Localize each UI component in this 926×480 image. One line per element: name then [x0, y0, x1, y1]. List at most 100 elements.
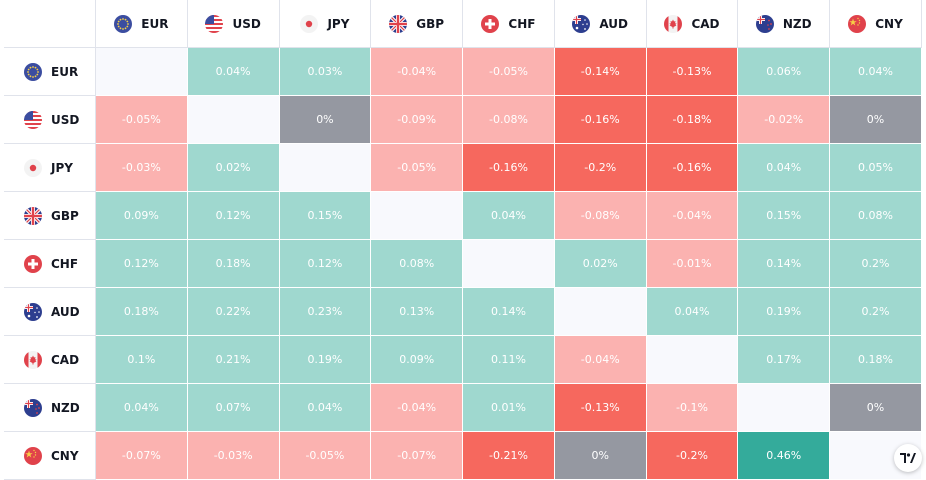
- currency-label: AUD: [51, 305, 80, 319]
- heatmap-cell-cny-chf[interactable]: -0.21%: [463, 432, 555, 480]
- row-header-gbp[interactable]: GBP: [4, 192, 96, 240]
- row-header-jpy[interactable]: JPY: [4, 144, 96, 192]
- heatmap-cell-usd-nzd[interactable]: -0.02%: [738, 96, 830, 144]
- heatmap-cell-usd-chf[interactable]: -0.08%: [463, 96, 555, 144]
- currency-label: CAD: [691, 17, 719, 31]
- column-header-cad[interactable]: CAD: [647, 0, 739, 48]
- heatmap-cell-aud-cny[interactable]: 0.2%: [830, 288, 922, 336]
- heatmap-cell-cny-jpy[interactable]: -0.05%: [280, 432, 372, 480]
- heatmap-cell-nzd-aud[interactable]: -0.13%: [555, 384, 647, 432]
- heatmap-cell-aud-eur[interactable]: 0.18%: [96, 288, 188, 336]
- heatmap-cell-gbp-cad[interactable]: -0.04%: [647, 192, 739, 240]
- heatmap-cell-jpy-chf[interactable]: -0.16%: [463, 144, 555, 192]
- heatmap-cell-gbp-usd[interactable]: 0.12%: [188, 192, 280, 240]
- heatmap-cell-gbp-eur[interactable]: 0.09%: [96, 192, 188, 240]
- eu-flag-icon: [114, 15, 132, 33]
- heatmap-cell-eur-cny[interactable]: 0.04%: [830, 48, 922, 96]
- heatmap-cell-cad-aud[interactable]: -0.04%: [555, 336, 647, 384]
- heatmap-cell-cny-gbp[interactable]: -0.07%: [371, 432, 463, 480]
- heatmap-cell-cny-nzd[interactable]: 0.46%: [738, 432, 830, 480]
- heatmap-cell-cad-chf[interactable]: 0.11%: [463, 336, 555, 384]
- heatmap-cell-chf-cny[interactable]: 0.2%: [830, 240, 922, 288]
- heatmap-cell-cad-gbp[interactable]: 0.09%: [371, 336, 463, 384]
- column-header-cny[interactable]: CNY: [830, 0, 922, 48]
- row-header-nzd[interactable]: NZD: [4, 384, 96, 432]
- column-header-usd[interactable]: USD: [188, 0, 280, 48]
- heatmap-cell-nzd-jpy[interactable]: 0.04%: [280, 384, 372, 432]
- heatmap-cell-aud-jpy[interactable]: 0.23%: [280, 288, 372, 336]
- heatmap-cell-chf-usd[interactable]: 0.18%: [188, 240, 280, 288]
- heatmap-cell-eur-aud[interactable]: -0.14%: [555, 48, 647, 96]
- column-header-chf[interactable]: CHF: [463, 0, 555, 48]
- column-header-nzd[interactable]: NZD: [738, 0, 830, 48]
- heatmap-cell-cad-usd[interactable]: 0.21%: [188, 336, 280, 384]
- heatmap-cell-eur-usd[interactable]: 0.04%: [188, 48, 280, 96]
- heatmap-cell-chf-cad[interactable]: -0.01%: [647, 240, 739, 288]
- row-header-eur[interactable]: EUR: [4, 48, 96, 96]
- heatmap-cell-chf-jpy[interactable]: 0.12%: [280, 240, 372, 288]
- row-header-usd[interactable]: USD: [4, 96, 96, 144]
- heatmap-cell-cad-nzd[interactable]: 0.17%: [738, 336, 830, 384]
- heatmap-cell-cad-cny[interactable]: 0.18%: [830, 336, 922, 384]
- heatmap-cell-nzd-usd[interactable]: 0.07%: [188, 384, 280, 432]
- heatmap-cell-nzd-gbp[interactable]: -0.04%: [371, 384, 463, 432]
- heatmap-cell-usd-gbp[interactable]: -0.09%: [371, 96, 463, 144]
- heatmap-cell-usd-cad[interactable]: -0.18%: [647, 96, 739, 144]
- heatmap-cell-eur-cad[interactable]: -0.13%: [647, 48, 739, 96]
- row-header-cad[interactable]: CAD: [4, 336, 96, 384]
- heatmap-cell-usd-jpy[interactable]: 0%: [280, 96, 372, 144]
- heatmap-cell-aud-gbp[interactable]: 0.13%: [371, 288, 463, 336]
- heatmap-cell-cny-eur[interactable]: -0.07%: [96, 432, 188, 480]
- heatmap-cell-jpy-nzd[interactable]: 0.04%: [738, 144, 830, 192]
- heatmap-cell-jpy-gbp[interactable]: -0.05%: [371, 144, 463, 192]
- heatmap-cell-nzd-cad[interactable]: -0.1%: [647, 384, 739, 432]
- heatmap-cell-chf-eur[interactable]: 0.12%: [96, 240, 188, 288]
- column-header-gbp[interactable]: GBP: [371, 0, 463, 48]
- eu-flag-icon: [24, 63, 42, 81]
- column-header-eur[interactable]: EUR: [96, 0, 188, 48]
- heatmap-cell-chf-gbp[interactable]: 0.08%: [371, 240, 463, 288]
- heatmap-cell-gbp-chf[interactable]: 0.04%: [463, 192, 555, 240]
- heatmap-cell-chf-chf: [463, 240, 555, 288]
- heatmap-cell-gbp-aud[interactable]: -0.08%: [555, 192, 647, 240]
- heatmap-cell-chf-aud[interactable]: 0.02%: [555, 240, 647, 288]
- heatmap-cell-nzd-chf[interactable]: 0.01%: [463, 384, 555, 432]
- heatmap-cell-cny-cad[interactable]: -0.2%: [647, 432, 739, 480]
- heatmap-cell-cad-jpy[interactable]: 0.19%: [280, 336, 372, 384]
- heatmap-cell-jpy-cny[interactable]: 0.05%: [830, 144, 922, 192]
- heatmap-cell-chf-nzd[interactable]: 0.14%: [738, 240, 830, 288]
- heatmap-cell-cad-cad: [647, 336, 739, 384]
- heatmap-cell-nzd-eur[interactable]: 0.04%: [96, 384, 188, 432]
- row-header-chf[interactable]: CHF: [4, 240, 96, 288]
- heatmap-cell-eur-nzd[interactable]: 0.06%: [738, 48, 830, 96]
- heatmap-cell-eur-jpy[interactable]: 0.03%: [280, 48, 372, 96]
- heatmap-cell-cny-usd[interactable]: -0.03%: [188, 432, 280, 480]
- heatmap-cell-aud-cad[interactable]: 0.04%: [647, 288, 739, 336]
- heatmap-cell-aud-usd[interactable]: 0.22%: [188, 288, 280, 336]
- heatmap-cell-gbp-jpy[interactable]: 0.15%: [280, 192, 372, 240]
- heatmap-cell-jpy-cad[interactable]: -0.16%: [647, 144, 739, 192]
- heatmap-cell-eur-chf[interactable]: -0.05%: [463, 48, 555, 96]
- heatmap-cell-gbp-nzd[interactable]: 0.15%: [738, 192, 830, 240]
- heatmap-cell-gbp-cny[interactable]: 0.08%: [830, 192, 922, 240]
- ch-flag-icon: [481, 15, 499, 33]
- heatmap-cell-usd-aud[interactable]: -0.16%: [555, 96, 647, 144]
- column-header-aud[interactable]: AUD: [555, 0, 647, 48]
- row-header-cny[interactable]: CNY: [4, 432, 96, 480]
- column-header-jpy[interactable]: JPY: [280, 0, 372, 48]
- heatmap-cell-jpy-usd[interactable]: 0.02%: [188, 144, 280, 192]
- corner-cell: [4, 0, 96, 48]
- heatmap-cell-aud-nzd[interactable]: 0.19%: [738, 288, 830, 336]
- gb-flag-icon: [389, 15, 407, 33]
- heatmap-cell-usd-cny[interactable]: 0%: [830, 96, 922, 144]
- heatmap-cell-cny-aud[interactable]: 0%: [555, 432, 647, 480]
- heatmap-cell-usd-eur[interactable]: -0.05%: [96, 96, 188, 144]
- heatmap-cell-nzd-cny[interactable]: 0%: [830, 384, 922, 432]
- heatmap-cell-eur-gbp[interactable]: -0.04%: [371, 48, 463, 96]
- heatmap-cell-jpy-eur[interactable]: -0.03%: [96, 144, 188, 192]
- row-header-aud[interactable]: AUD: [4, 288, 96, 336]
- heatmap-cell-aud-chf[interactable]: 0.14%: [463, 288, 555, 336]
- heatmap-cell-cad-eur[interactable]: 0.1%: [96, 336, 188, 384]
- tradingview-logo-icon[interactable]: [894, 444, 922, 472]
- heatmap-cell-jpy-aud[interactable]: -0.2%: [555, 144, 647, 192]
